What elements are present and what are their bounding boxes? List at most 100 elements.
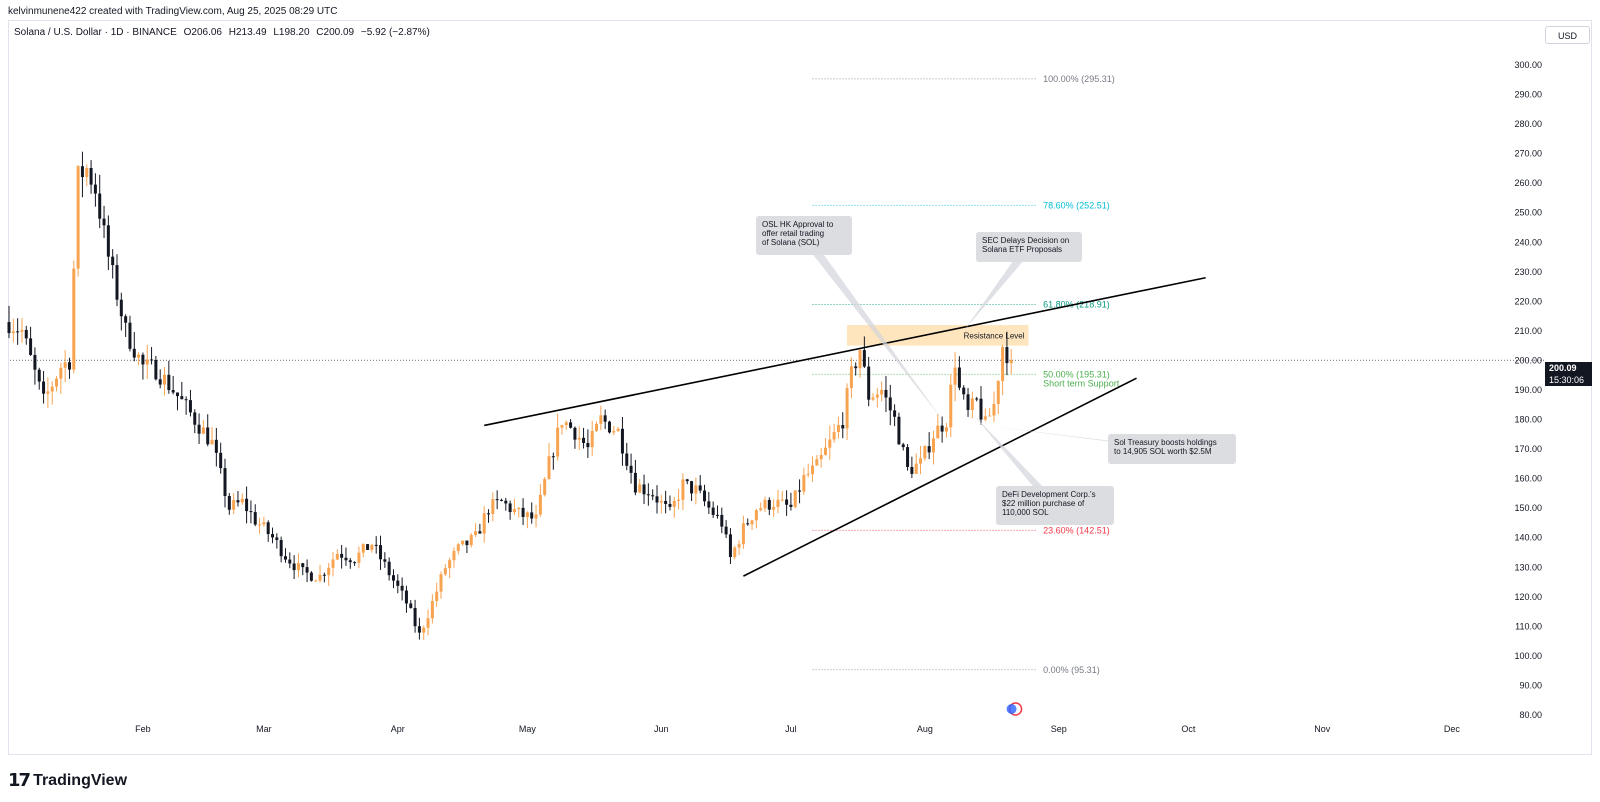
candle-body <box>383 559 387 562</box>
candle-body <box>37 369 41 382</box>
candle-body <box>577 437 581 440</box>
candle-body <box>538 494 542 515</box>
candle-body <box>283 556 287 560</box>
candle-body <box>823 447 827 455</box>
candle-body <box>556 427 560 457</box>
annotation-pointer <box>798 235 943 420</box>
candle-body <box>478 531 482 534</box>
candle-body <box>188 400 192 413</box>
candle-body <box>785 499 789 505</box>
candle-body <box>111 256 115 266</box>
candle-body <box>759 508 763 511</box>
candle-body <box>435 591 439 602</box>
candle-body <box>975 398 979 400</box>
symbol-legend: Solana / U.S. Dollar · 1D · BINANCE O206… <box>14 27 434 38</box>
candle-body <box>210 439 214 445</box>
candle-body <box>612 431 616 433</box>
candle-body <box>409 603 413 608</box>
candle-body <box>685 479 689 482</box>
annotation-box <box>756 216 852 255</box>
fib-label: 100.00% (295.31) <box>1043 74 1115 84</box>
candle-body <box>711 507 715 515</box>
candle-body <box>551 456 555 458</box>
candle-body <box>733 547 737 558</box>
candle-body <box>664 500 668 504</box>
candle-body <box>106 225 110 257</box>
last-price-tag: 200.09 <box>1545 362 1592 374</box>
candle-body <box>469 534 473 546</box>
chart-credit: kelvinmunene422 created with TradingView… <box>8 6 338 17</box>
candle-body <box>331 559 335 568</box>
candle-body <box>919 458 923 464</box>
y-tick-label: 300.00 <box>1514 60 1542 70</box>
candle-body <box>145 359 149 365</box>
candle-body <box>80 166 84 178</box>
candle-body <box>940 425 944 432</box>
candle-body <box>491 499 495 514</box>
candle-body <box>707 501 711 508</box>
candle-body <box>374 544 378 546</box>
candle-body <box>569 422 573 428</box>
candle-body <box>996 381 1000 404</box>
candle-body <box>63 362 67 368</box>
candle-body <box>150 359 154 361</box>
candle-body <box>361 544 365 553</box>
candle-body <box>944 427 948 432</box>
fib-label: 78.60% (252.51) <box>1043 200 1110 210</box>
candle-body <box>1001 347 1005 382</box>
candle-body <box>504 500 508 504</box>
candle-body <box>50 386 54 392</box>
candle-body <box>867 366 871 400</box>
candle-body <box>102 218 106 226</box>
candle-body <box>737 544 741 548</box>
candle-body <box>525 512 529 517</box>
candle-body <box>616 428 620 432</box>
candle-body <box>465 540 469 546</box>
tradingview-logo[interactable]: 17 TradingView <box>8 770 127 791</box>
candle-body <box>763 499 767 509</box>
x-tick-label: Nov <box>1314 724 1331 734</box>
currency-button[interactable]: USD <box>1545 26 1590 44</box>
candle-body <box>236 500 240 503</box>
candle-body <box>703 490 707 502</box>
candle-body <box>456 544 460 551</box>
y-tick-label: 160.00 <box>1514 474 1542 484</box>
candle-body <box>249 511 253 513</box>
candle-body <box>132 348 136 358</box>
candle-body <box>720 514 724 527</box>
annotation-text: $22 million purchase of <box>1002 499 1085 508</box>
candle-body <box>815 459 819 466</box>
candle-body <box>474 531 478 535</box>
candle-body <box>767 499 771 510</box>
annotation-text: Solana ETF Proposals <box>982 245 1062 254</box>
candle-body <box>517 507 521 510</box>
candle-body <box>590 430 594 448</box>
candle-body <box>888 397 892 411</box>
candle-body <box>487 513 491 515</box>
candle-body <box>33 354 37 370</box>
candle-body <box>672 500 676 507</box>
candle-body <box>309 572 313 581</box>
y-tick-label: 180.00 <box>1514 415 1542 425</box>
trendline-lower <box>743 377 1137 577</box>
candle-body <box>512 509 516 513</box>
candle-body <box>901 444 905 448</box>
candle-body <box>772 506 776 510</box>
annotation-pointer <box>963 247 1035 331</box>
candle-body <box>461 540 465 545</box>
candle-body <box>422 627 426 633</box>
candle-body <box>582 437 586 443</box>
candle-body <box>232 500 236 510</box>
candle-body <box>677 499 681 501</box>
candle-body <box>828 439 832 448</box>
candle-body <box>16 331 20 333</box>
trendline-upper <box>484 276 1206 427</box>
resistance-zone <box>847 325 1029 346</box>
candle-body <box>128 322 132 349</box>
candle-body <box>530 512 534 519</box>
y-tick-label: 220.00 <box>1514 296 1542 306</box>
ohlc-change: −5.92 (−2.87%) <box>360 27 430 38</box>
x-tick-label: May <box>519 724 537 734</box>
